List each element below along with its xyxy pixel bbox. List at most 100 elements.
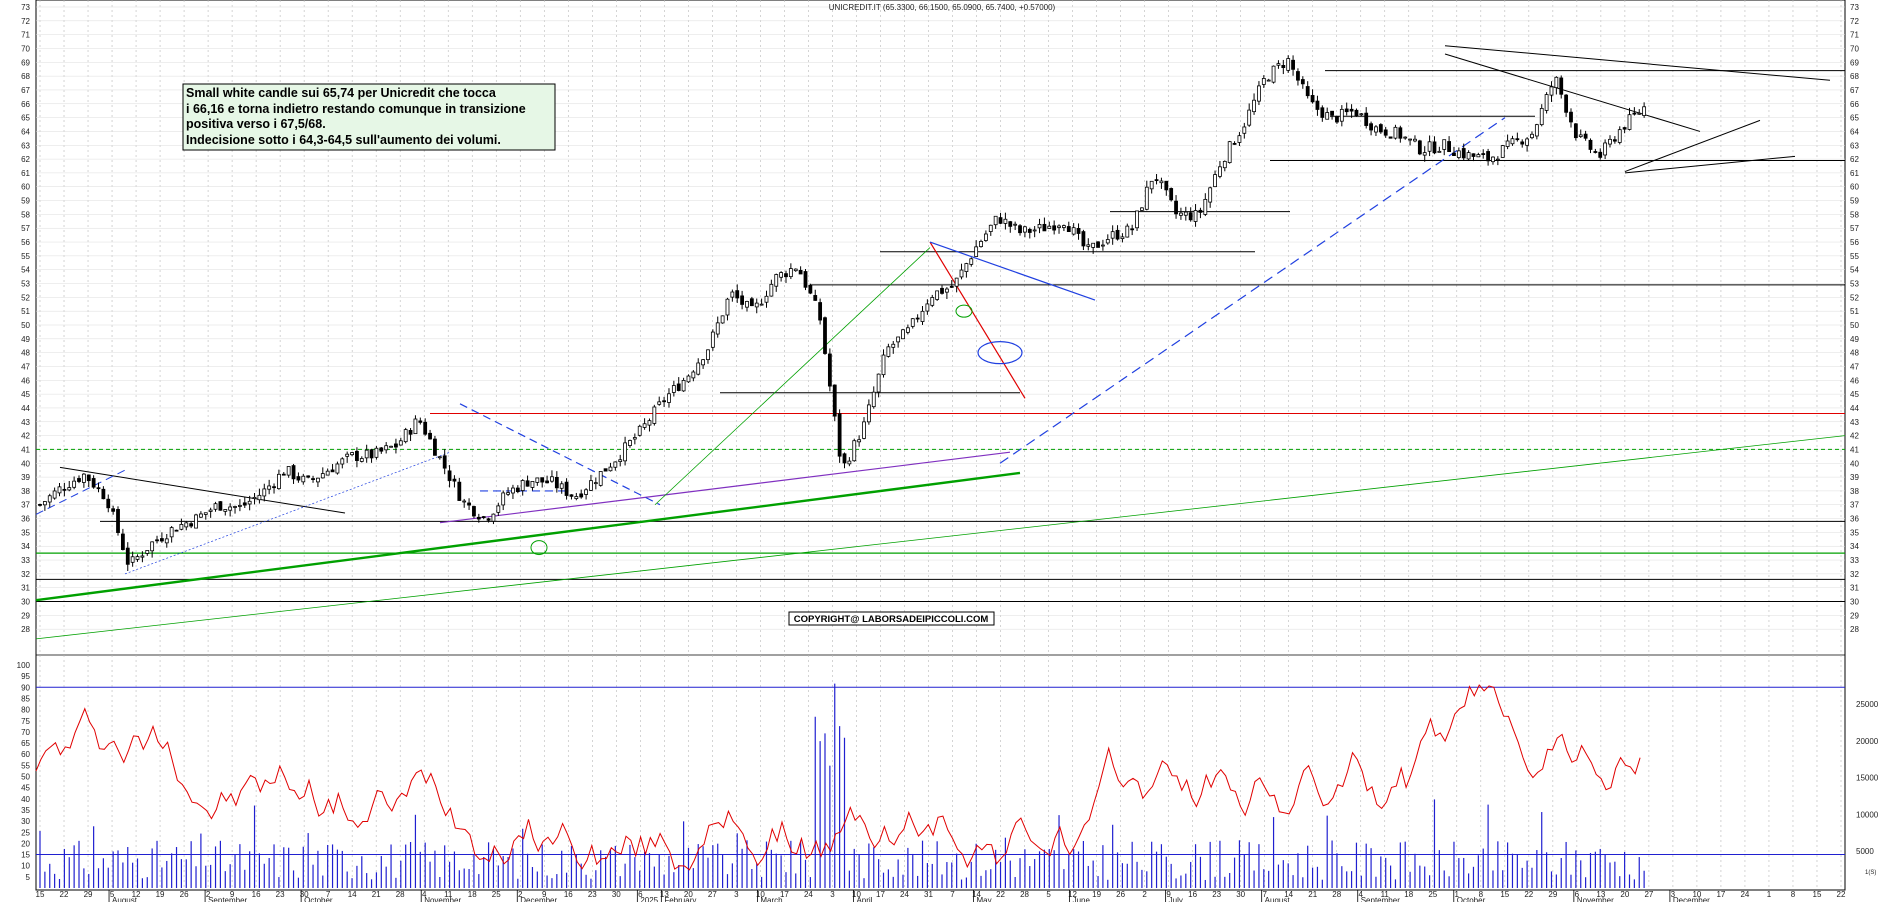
candle-body [550, 476, 554, 482]
date-tick-label: 24 [804, 890, 813, 899]
month-label: 2025 [640, 896, 658, 902]
candle-body [194, 514, 198, 529]
osc-tick-label: 85 [21, 694, 30, 703]
candle-body [1076, 228, 1081, 234]
candle-body [715, 322, 720, 335]
candle-body [130, 556, 135, 563]
candle-body [1369, 123, 1373, 131]
price-tick-right: 64 [1850, 127, 1859, 136]
price-tick-left: 30 [21, 598, 30, 607]
candle-body [38, 504, 42, 506]
candle-body [837, 413, 842, 457]
price-tick-left: 47 [21, 362, 30, 371]
candle-body [1286, 58, 1291, 71]
candle-body [852, 440, 857, 462]
price-tick-left: 40 [21, 459, 30, 468]
osc-tick-label: 100 [17, 661, 31, 670]
candle-body [511, 487, 515, 494]
candle-body [1403, 136, 1408, 139]
date-tick-label: 26 [180, 890, 189, 899]
candle-body [433, 438, 437, 456]
blue-dashed-trend [459, 403, 661, 506]
candle-body [1115, 229, 1120, 240]
candle-body [1330, 110, 1334, 116]
price-tick-right: 42 [1850, 432, 1859, 441]
candle-body [1222, 160, 1227, 169]
candle-body [584, 489, 588, 495]
date-tick-label: 30 [300, 890, 309, 899]
price-tick-left: 28 [21, 625, 30, 634]
candle-body [106, 498, 111, 509]
date-tick-label: 11 [444, 890, 453, 899]
candle-body [86, 474, 91, 481]
candle-body [1086, 244, 1091, 247]
date-tick-label: 9 [230, 890, 235, 899]
date-tick-label: 19 [156, 890, 165, 899]
candle-body [530, 481, 535, 488]
volume-tick-label: 25000 [1856, 700, 1879, 709]
green-channel-line [654, 247, 931, 506]
candle-body [745, 301, 749, 308]
price-tick-right: 69 [1850, 58, 1859, 67]
candle-body [1183, 211, 1188, 216]
candle-body [1471, 153, 1476, 157]
price-tick-right: 30 [1850, 598, 1859, 607]
date-tick-label: 10 [852, 890, 861, 899]
candle-body [1305, 86, 1310, 97]
candle-body [111, 508, 116, 512]
candle-body [330, 469, 335, 473]
date-tick-label: 6 [1575, 890, 1580, 899]
candle-body [1413, 138, 1417, 142]
candle-body [891, 343, 896, 348]
price-tick-left: 58 [21, 210, 30, 219]
candle-body [1120, 236, 1125, 240]
candle-body [1520, 141, 1525, 145]
candle-body [345, 453, 350, 457]
date-tick-label: 7 [950, 890, 955, 899]
date-tick-label: 30 [1236, 890, 1245, 899]
candle-body [413, 418, 418, 435]
blue-dashed-trend [35, 469, 126, 515]
highlight-ellipse [955, 304, 973, 318]
candle-body [1578, 134, 1583, 137]
candle-body [311, 478, 315, 480]
candle-body [257, 494, 262, 501]
candle-body [1393, 126, 1398, 139]
date-tick-label: 24 [900, 890, 909, 899]
price-tick-left: 38 [21, 487, 30, 496]
osc-tick-label: 80 [21, 706, 30, 715]
candle-body [1339, 108, 1344, 122]
candle-body [1354, 109, 1359, 117]
candle-body [150, 541, 155, 552]
date-tick-label: 28 [1020, 890, 1029, 899]
candle-body [1032, 229, 1037, 232]
candle-body [62, 488, 67, 491]
date-tick-label: 14 [972, 890, 981, 899]
price-tick-right: 68 [1850, 72, 1859, 81]
candle-body [501, 492, 506, 506]
candle-body [515, 487, 520, 493]
price-tick-right: 28 [1850, 625, 1859, 634]
candle-body [1027, 229, 1032, 233]
downtrend-line [59, 466, 346, 514]
candle-body [296, 476, 301, 481]
candle-body [671, 385, 676, 393]
candle-body [764, 295, 769, 303]
candle-body [496, 505, 501, 513]
candle-body [1169, 188, 1174, 201]
month-label: November [1577, 896, 1614, 902]
candle-body [1071, 227, 1076, 235]
grid [35, 0, 1846, 891]
candle-body [1110, 231, 1115, 239]
candle-body [1452, 152, 1456, 156]
candle-body [1398, 127, 1403, 139]
date-tick-label: 26 [1116, 890, 1125, 899]
price-tick-left: 42 [21, 432, 30, 441]
candle-body [1466, 152, 1471, 160]
candle-body [862, 421, 866, 439]
date-tick-label: 30 [612, 890, 621, 899]
candle-body [281, 473, 286, 476]
month-label: July [1169, 896, 1183, 902]
candle-body [793, 268, 798, 272]
price-tick-left: 32 [21, 570, 30, 579]
